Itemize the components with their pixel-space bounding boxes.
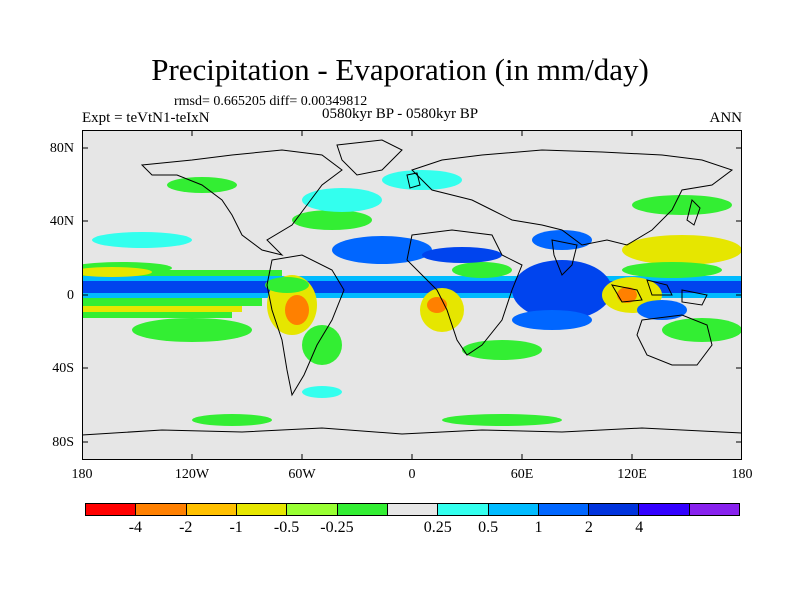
season-label: ANN [709, 110, 743, 126]
field-patch [302, 325, 342, 365]
field-patch [192, 414, 272, 426]
field-patch [637, 300, 687, 320]
colorbar-cell [287, 504, 338, 515]
colorbar-cell [538, 504, 590, 515]
colorbar-cell [639, 504, 690, 515]
colorbar-cell [337, 504, 388, 515]
colorbar-cell [438, 504, 489, 515]
map-title: Precipitation - Evaporation (in mm/day) [151, 52, 649, 87]
lon-label-120e: 120E [617, 467, 647, 482]
colorbar-label: -1 [229, 519, 243, 536]
colorbar-label: -2 [179, 519, 193, 536]
field-patch [302, 386, 342, 398]
coastline [611, 284, 643, 303]
field-patch [617, 287, 637, 303]
field-patch [632, 195, 732, 215]
coastline [681, 289, 708, 306]
field-patch [265, 277, 309, 293]
field-band [82, 312, 232, 318]
field-band [82, 298, 262, 306]
lon-label-180e: 180 [731, 467, 753, 482]
lon-label-60w: 60W [288, 467, 316, 482]
coastline [686, 199, 701, 226]
coastline [406, 172, 421, 189]
field-patch [662, 318, 742, 342]
colorbar-label: 2 [584, 519, 593, 536]
lon-label-180w: 180 [71, 467, 93, 482]
colorbar-label: -0.5 [273, 519, 300, 536]
coastlines [82, 139, 742, 436]
field-patch [285, 295, 309, 325]
colorbar-label: 1 [534, 519, 543, 536]
experiment-label: Expt = teVtN1-teIxN [82, 110, 210, 126]
colorbar-cell [86, 504, 137, 515]
colorbar-cell [387, 504, 439, 515]
field-band [82, 306, 242, 312]
colorbar-label: 0.5 [478, 519, 499, 536]
field-band [82, 276, 742, 281]
lat-label-80n: 80N [49, 141, 74, 156]
field-patch [422, 247, 502, 263]
colorbar-label: -0.25 [320, 519, 354, 536]
field-patch [332, 236, 432, 264]
coastline [646, 279, 673, 296]
lat-label-40n: 40N [49, 214, 74, 229]
colorbar-cell [589, 504, 640, 515]
field-patch [442, 414, 562, 426]
field-band [82, 270, 282, 276]
lon-label-60e: 60E [510, 467, 534, 482]
tick-marks [82, 130, 742, 460]
coastline [336, 139, 403, 176]
field-patch [622, 262, 722, 278]
lat-label-80s: 80S [52, 435, 74, 450]
colorbar-label: 4 [635, 519, 644, 536]
coastline [140, 149, 343, 256]
colorbar-cell [186, 504, 237, 515]
stats-text: rmsd= 0.665205 diff= 0.00349812 [174, 94, 368, 109]
field-patch [292, 210, 372, 230]
colorbar [85, 503, 740, 516]
precipitation-map [82, 130, 742, 460]
period-label: 0580kyr BP - 0580kyr BP [322, 106, 479, 122]
lon-label-0: 0 [408, 467, 416, 482]
field-patch [622, 235, 742, 265]
coastline [411, 149, 734, 246]
field-patch [82, 267, 152, 277]
field-patch [452, 262, 512, 278]
coastline [636, 314, 713, 366]
colorbar-label: -4 [128, 519, 143, 536]
field-patch [302, 188, 382, 212]
lat-label-40s: 40S [52, 361, 74, 376]
field-patch [132, 318, 252, 342]
colorbar-cell [236, 504, 288, 515]
colorbar-cell [689, 504, 740, 515]
coastline [406, 229, 523, 356]
field-patch [532, 230, 592, 250]
field-patch [512, 260, 612, 320]
coastline [551, 239, 578, 276]
coastline [266, 254, 345, 397]
colorbar-label: 0.25 [423, 519, 452, 536]
colorbar-cell [136, 504, 187, 515]
coastline [82, 427, 742, 436]
lon-label-120w: 120W [174, 467, 210, 482]
colorbar-cell [488, 504, 539, 515]
field-band [82, 293, 742, 298]
field-patch [92, 232, 192, 248]
lat-label-0: 0 [67, 288, 74, 303]
field-patch [512, 310, 592, 330]
